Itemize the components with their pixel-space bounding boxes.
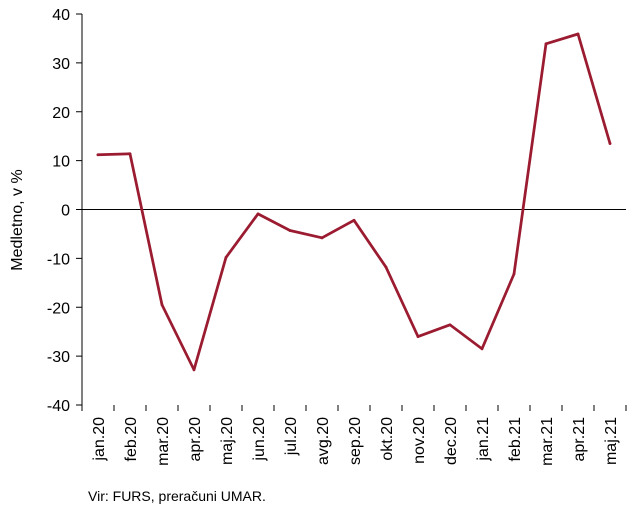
- x-tick-label: jun.20: [251, 417, 268, 462]
- data-point: [128, 152, 132, 156]
- data-point: [288, 229, 292, 232]
- y-tick-label: -20: [47, 300, 70, 317]
- y-axis-ticks: -40 -30 -20 -10 0 10 20 30 40: [47, 7, 82, 415]
- data-point: [576, 32, 580, 36]
- data-point: [608, 142, 612, 145]
- data-point: [224, 255, 228, 259]
- x-tick-label: jan.20: [91, 417, 108, 462]
- x-tick-label: jul.20: [283, 417, 300, 456]
- y-tick-label: 30: [52, 56, 70, 73]
- x-axis-ticks: jan.20 feb.20 mar.20 apr.20 maj.20 jun.20 jul.…: [81, 405, 627, 466]
- series-line: [96, 32, 612, 372]
- y-tick-label: 20: [52, 105, 70, 122]
- source-note: Vir: FURS, preračuni UMAR.: [88, 488, 266, 504]
- data-point: [192, 368, 196, 372]
- y-tick-label: 10: [52, 154, 70, 171]
- data-point: [96, 153, 100, 157]
- x-tick-label: nov.20: [411, 417, 428, 464]
- y-tick-label: 0: [61, 203, 70, 220]
- x-tick-label: sep.20: [347, 417, 364, 465]
- data-point: [352, 218, 356, 222]
- x-tick-label: mar.20: [155, 417, 172, 466]
- x-tick-label: maj.21: [603, 417, 620, 465]
- data-point: [544, 42, 548, 46]
- x-tick-label: okt.20: [379, 417, 396, 461]
- x-tick-label: maj.20: [219, 417, 236, 465]
- data-point: [448, 323, 452, 327]
- x-tick-label: jan.21: [475, 417, 492, 462]
- data-point: [416, 335, 420, 338]
- y-tick-label: -40: [47, 398, 70, 415]
- x-tick-label: apr.21: [571, 417, 588, 462]
- x-tick-label: mar.21: [539, 417, 556, 466]
- data-point: [512, 272, 516, 276]
- y-tick-label: -10: [47, 251, 70, 268]
- y-axis-title: Medletno, v %: [9, 169, 26, 270]
- x-tick-label: avg.20: [315, 417, 332, 465]
- data-point: [256, 212, 260, 216]
- y-tick-label: 40: [52, 7, 70, 24]
- data-point: [320, 236, 324, 240]
- data-point: [160, 303, 164, 307]
- x-tick-label: dec.20: [443, 417, 460, 465]
- y-tick-label: -30: [47, 349, 70, 366]
- x-tick-label: feb.21: [507, 417, 524, 462]
- x-tick-label: apr.20: [187, 417, 204, 462]
- data-point: [480, 347, 484, 351]
- series-group: [96, 32, 612, 372]
- x-tick-label: feb.20: [123, 417, 140, 462]
- data-point: [384, 265, 388, 269]
